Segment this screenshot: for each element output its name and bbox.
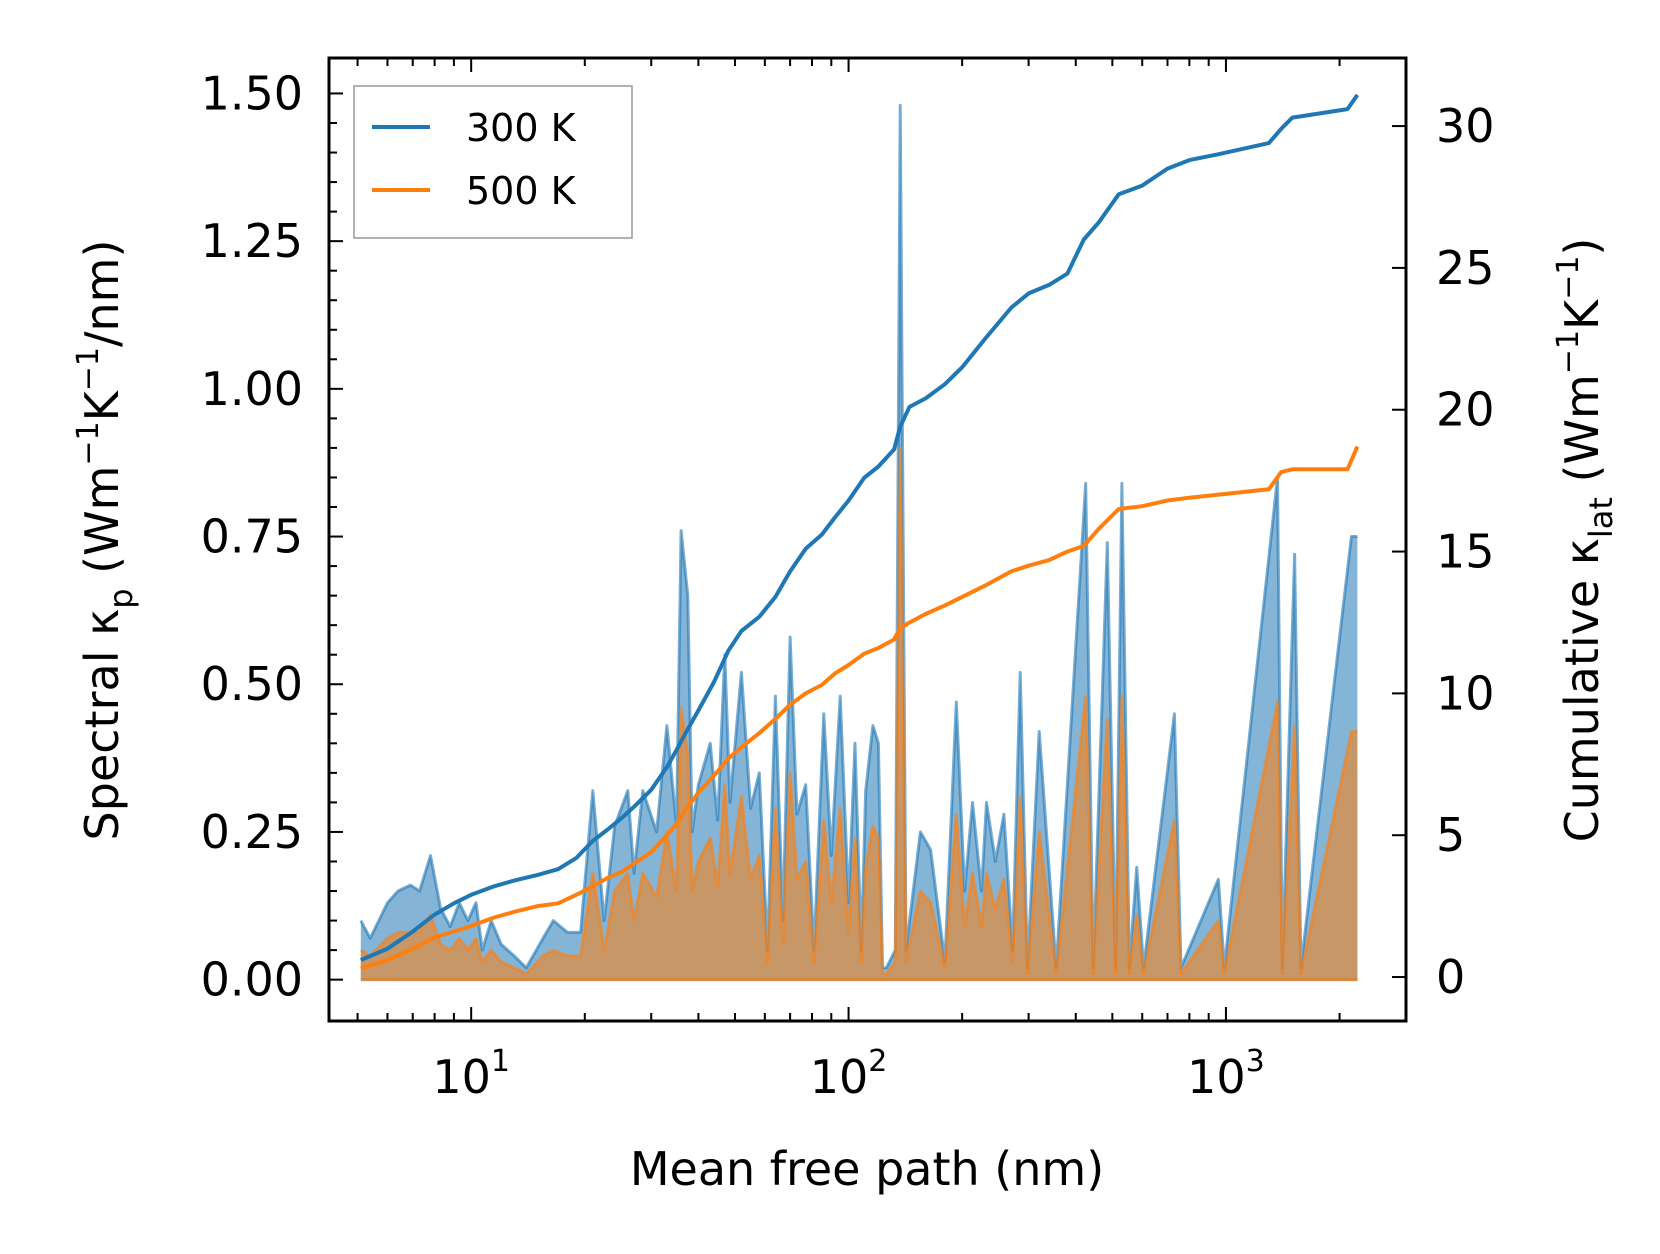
x-tick-label: 101	[432, 1044, 510, 1104]
left-y-tick-label: 0.25	[201, 805, 303, 859]
x-axis-ticks: 101 102 103	[356, 58, 1407, 1104]
x-tick-label: 103	[1187, 1044, 1265, 1104]
cumulative-line-300k	[360, 93, 1360, 962]
right-y-tick-label: 20	[1436, 383, 1495, 437]
legend-label-500k: 500 K	[466, 169, 577, 213]
plot-frame	[327, 56, 1408, 1023]
legend: 300 K 500 K	[353, 85, 633, 239]
legend-frame	[353, 85, 633, 239]
cumulative-line-layer	[360, 93, 1360, 971]
right-y-tick-label: 0	[1436, 950, 1465, 1004]
left-y-axis-ticks: 0.00 0.25 0.50 0.75 1.00 1.25 1.50	[201, 66, 343, 1007]
left-y-tick-label: 0.75	[201, 510, 303, 564]
legend-label-300k: 300 K	[466, 106, 577, 150]
right-y-tick-label: 15	[1436, 525, 1495, 579]
x-axis-label: Mean free path (nm)	[630, 1142, 1104, 1196]
right-y-tick-label: 5	[1436, 808, 1465, 862]
left-y-tick-label: 0.50	[201, 657, 303, 711]
right-y-axis-label: Cumulative κlat (Wm−1K−1)	[1551, 238, 1620, 843]
spectral-area-layer	[359, 103, 1358, 982]
right-y-axis-ticks: 0 5 10 15 20 25 30	[1392, 99, 1495, 1004]
right-y-tick-label: 10	[1436, 666, 1495, 720]
spectral-line-500k	[360, 446, 1358, 976]
x-tick-label: 102	[810, 1044, 888, 1104]
left-y-tick-label: 1.00	[201, 362, 303, 416]
left-y-tick-label: 0.00	[201, 953, 303, 1007]
right-y-tick-label: 25	[1436, 241, 1495, 295]
left-y-tick-label: 1.25	[201, 214, 303, 268]
left-y-axis-label: Spectral κp (Wm−1K−1/nm)	[71, 240, 140, 841]
right-y-tick-label: 30	[1436, 99, 1495, 153]
spectral-area-500k	[360, 447, 1358, 980]
cumulative-line-500k	[360, 445, 1360, 971]
left-y-tick-label: 1.50	[201, 66, 303, 120]
